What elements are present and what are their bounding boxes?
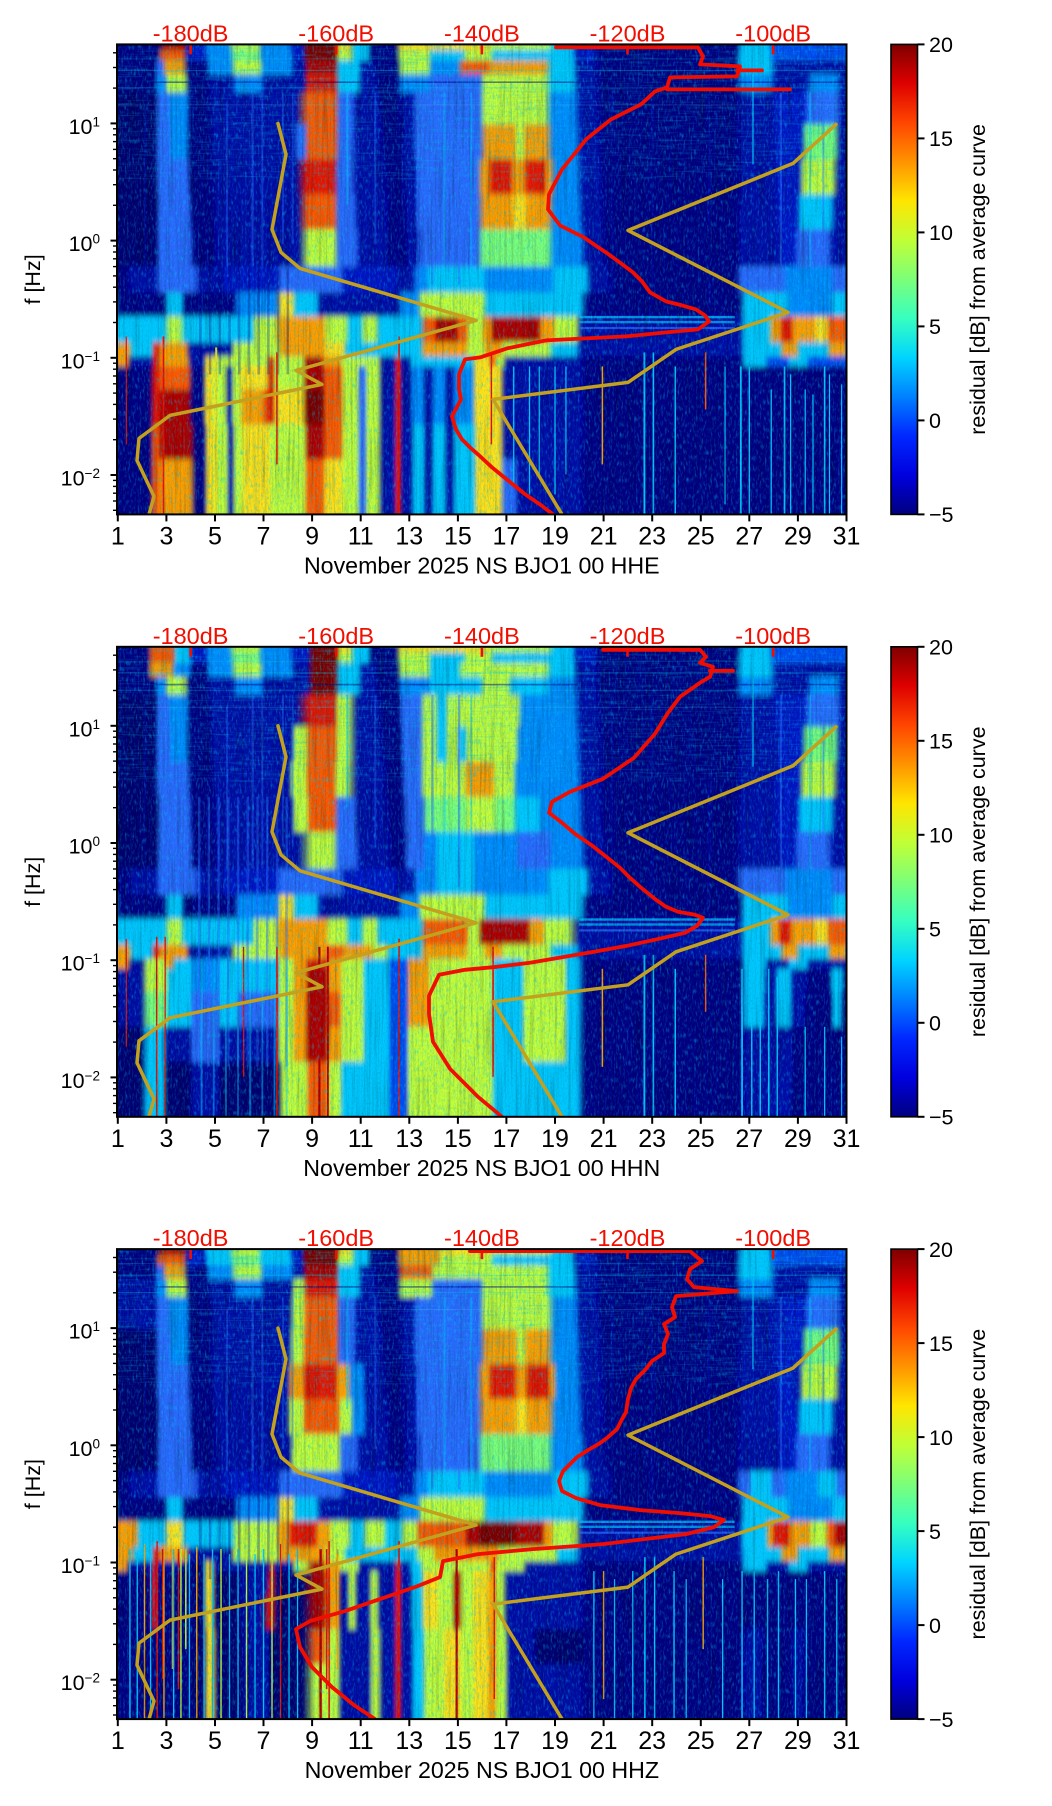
svg-text:-140dB: -140dB xyxy=(444,623,520,649)
svg-text:3: 3 xyxy=(159,522,173,550)
svg-text:5: 5 xyxy=(208,522,222,550)
svg-text:f [Hz]: f [Hz] xyxy=(21,254,45,304)
svg-text:27: 27 xyxy=(735,1125,763,1153)
svg-text:0: 0 xyxy=(929,1012,941,1036)
svg-text:15: 15 xyxy=(929,730,953,754)
svg-text:1: 1 xyxy=(111,1125,125,1153)
svg-text:f [Hz]: f [Hz] xyxy=(21,857,45,907)
svg-text:15: 15 xyxy=(444,1727,472,1755)
svg-text:−5: −5 xyxy=(929,1708,954,1732)
svg-text:19: 19 xyxy=(541,1125,569,1153)
svg-text:-160dB: -160dB xyxy=(298,20,374,46)
svg-text:3: 3 xyxy=(159,1125,173,1153)
svg-text:11: 11 xyxy=(348,522,374,550)
svg-text:-120dB: -120dB xyxy=(590,623,666,649)
svg-text:-120dB: -120dB xyxy=(590,20,666,46)
svg-text:9: 9 xyxy=(305,522,319,550)
svg-text:f [Hz]: f [Hz] xyxy=(21,1459,45,1509)
svg-text:29: 29 xyxy=(784,522,812,550)
svg-text:25: 25 xyxy=(687,1727,715,1755)
svg-text:-100dB: -100dB xyxy=(735,1225,811,1251)
svg-text:17: 17 xyxy=(492,522,520,550)
svg-text:15: 15 xyxy=(444,522,472,550)
svg-text:17: 17 xyxy=(492,1727,520,1755)
svg-text:31: 31 xyxy=(833,522,861,550)
svg-text:residual [dB] from average cur: residual [dB] from average curve xyxy=(966,726,990,1037)
svg-text:5: 5 xyxy=(929,918,941,942)
svg-text:25: 25 xyxy=(687,1125,715,1153)
svg-text:-160dB: -160dB xyxy=(298,623,374,649)
svg-text:20: 20 xyxy=(929,33,953,57)
svg-text:11: 11 xyxy=(348,1125,374,1153)
svg-text:-180dB: -180dB xyxy=(153,20,229,46)
svg-text:19: 19 xyxy=(541,522,569,550)
svg-text:5: 5 xyxy=(929,1520,941,1544)
svg-text:-160dB: -160dB xyxy=(298,1225,374,1251)
svg-text:31: 31 xyxy=(833,1727,861,1755)
svg-text:29: 29 xyxy=(784,1125,812,1153)
svg-text:11: 11 xyxy=(348,1727,374,1755)
svg-text:10−1: 10−1 xyxy=(61,1554,100,1579)
svg-text:20: 20 xyxy=(929,1238,953,1262)
svg-text:-120dB: -120dB xyxy=(590,1225,666,1251)
svg-text:10: 10 xyxy=(929,824,953,848)
svg-text:15: 15 xyxy=(444,1125,472,1153)
svg-text:21: 21 xyxy=(590,1125,618,1153)
svg-text:-140dB: -140dB xyxy=(444,20,520,46)
svg-text:0: 0 xyxy=(929,1614,941,1638)
svg-text:13: 13 xyxy=(395,522,423,550)
svg-text:23: 23 xyxy=(638,1727,666,1755)
svg-text:27: 27 xyxy=(735,1727,763,1755)
svg-text:7: 7 xyxy=(257,522,271,550)
svg-text:19: 19 xyxy=(541,1727,569,1755)
svg-text:10: 10 xyxy=(929,221,953,245)
svg-text:10−2: 10−2 xyxy=(61,1671,100,1696)
svg-text:0: 0 xyxy=(929,409,941,433)
svg-text:5: 5 xyxy=(929,315,941,339)
svg-text:-140dB: -140dB xyxy=(444,1225,520,1251)
svg-text:13: 13 xyxy=(395,1125,423,1153)
svg-text:15: 15 xyxy=(929,127,953,151)
svg-text:November 2025 NS BJO1 00 HHE: November 2025 NS BJO1 00 HHE xyxy=(304,552,660,578)
svg-text:-100dB: -100dB xyxy=(735,623,811,649)
svg-text:5: 5 xyxy=(208,1727,222,1755)
svg-text:1: 1 xyxy=(111,522,125,550)
svg-text:7: 7 xyxy=(257,1125,271,1153)
svg-text:17: 17 xyxy=(492,1125,520,1153)
svg-text:9: 9 xyxy=(305,1727,319,1755)
svg-text:20: 20 xyxy=(929,636,953,660)
svg-text:100: 100 xyxy=(69,232,100,257)
svg-text:-180dB: -180dB xyxy=(153,623,229,649)
svg-text:31: 31 xyxy=(833,1125,861,1153)
svg-text:7: 7 xyxy=(257,1727,271,1755)
svg-text:-100dB: -100dB xyxy=(735,20,811,46)
svg-text:−5: −5 xyxy=(929,503,954,527)
svg-text:−5: −5 xyxy=(929,1106,954,1130)
svg-text:residual [dB] from average cur: residual [dB] from average curve xyxy=(966,1329,990,1640)
svg-text:15: 15 xyxy=(929,1332,953,1356)
svg-text:3: 3 xyxy=(159,1727,173,1755)
svg-text:residual [dB] from average cur: residual [dB] from average curve xyxy=(966,124,990,435)
svg-text:21: 21 xyxy=(590,1727,618,1755)
svg-text:27: 27 xyxy=(735,522,763,550)
svg-text:29: 29 xyxy=(784,1727,812,1755)
svg-text:November 2025 NS BJO1 00 HHZ: November 2025 NS BJO1 00 HHZ xyxy=(305,1757,659,1783)
svg-text:25: 25 xyxy=(687,522,715,550)
svg-text:10: 10 xyxy=(929,1426,953,1450)
svg-text:21: 21 xyxy=(590,522,618,550)
svg-text:100: 100 xyxy=(69,834,100,859)
svg-text:13: 13 xyxy=(395,1727,423,1755)
svg-text:9: 9 xyxy=(305,1125,319,1153)
svg-text:23: 23 xyxy=(638,522,666,550)
svg-text:-180dB: -180dB xyxy=(153,1225,229,1251)
svg-text:1: 1 xyxy=(111,1727,125,1755)
svg-text:23: 23 xyxy=(638,1125,666,1153)
svg-text:5: 5 xyxy=(208,1125,222,1153)
svg-text:November 2025 NS BJO1 00 HHN: November 2025 NS BJO1 00 HHN xyxy=(303,1155,660,1181)
